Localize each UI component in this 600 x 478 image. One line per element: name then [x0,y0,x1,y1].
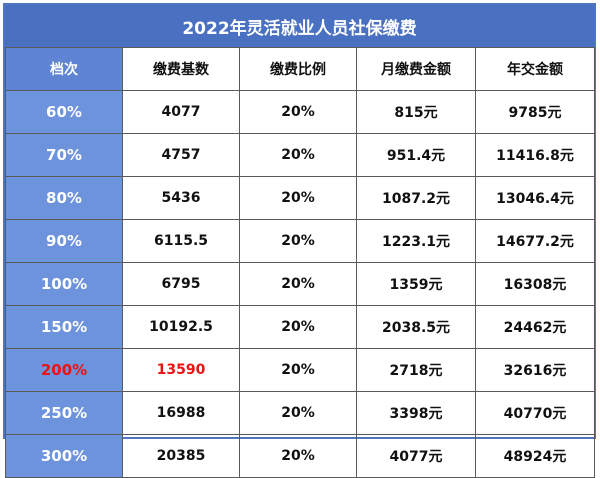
tier-cell: 250% [5,391,123,435]
header-row: 档次 缴费基数 缴费比例 月缴费金额 年交金额 [5,47,595,91]
monthly-cell: 1223.1元 [356,219,476,263]
base-cell: 4757 [122,133,240,177]
monthly-cell: 1087.2元 [356,176,476,220]
base-cell: 10192.5 [122,305,240,349]
table-row: 250% 16988 20% 3398元 40770元 [5,391,595,435]
yearly-cell: 14677.2元 [475,219,595,263]
rate-cell: 20% [239,262,357,306]
tier-cell: 100% [5,262,123,306]
base-cell: 4077 [122,90,240,134]
yearly-cell: 9785元 [475,90,595,134]
tier-cell: 90% [5,219,123,263]
tier-cell: 60% [5,90,123,134]
rate-cell: 20% [239,391,357,435]
base-cell: 6115.5 [122,219,240,263]
yearly-cell: 40770元 [475,391,595,435]
table-row: 80% 5436 20% 1087.2元 13046.4元 [5,176,595,220]
rate-cell: 20% [239,219,357,263]
monthly-cell: 951.4元 [356,133,476,177]
table-row: 90% 6115.5 20% 1223.1元 14677.2元 [5,219,595,263]
header-monthly: 月缴费金额 [356,47,476,91]
base-cell: 6795 [122,262,240,306]
rate-cell: 20% [239,133,357,177]
table-row-highlighted: 200% 13590 20% 2718元 32616元 [5,348,595,392]
monthly-cell: 2718元 [356,348,476,392]
yearly-cell: 11416.8元 [475,133,595,177]
yearly-cell: 13046.4元 [475,176,595,220]
monthly-cell: 3398元 [356,391,476,435]
table-row: 70% 4757 20% 951.4元 11416.8元 [5,133,595,177]
header-yearly: 年交金额 [475,47,595,91]
table-row: 300% 20385 20% 4077元 48924元 [5,434,595,478]
yearly-cell: 48924元 [475,434,595,478]
contribution-table: 档次 缴费基数 缴费比例 月缴费金额 年交金额 60% 4077 20% 815… [5,47,595,478]
tier-cell: 70% [5,133,123,177]
base-cell-highlighted: 13590 [122,348,240,392]
header-tier: 档次 [5,47,123,91]
tier-cell: 300% [5,434,123,478]
table-row: 60% 4077 20% 815元 9785元 [5,90,595,134]
tier-cell: 80% [5,176,123,220]
yearly-cell: 32616元 [475,348,595,392]
table-row: 150% 10192.5 20% 2038.5元 24462元 [5,305,595,349]
base-cell: 16988 [122,391,240,435]
table-row: 100% 6795 20% 1359元 16308元 [5,262,595,306]
tier-cell: 150% [5,305,123,349]
rate-cell: 20% [239,176,357,220]
table-title: 2022年灵活就业人员社保缴费 [5,5,594,47]
header-rate: 缴费比例 [239,47,357,91]
header-base: 缴费基数 [122,47,240,91]
base-cell: 5436 [122,176,240,220]
monthly-cell: 2038.5元 [356,305,476,349]
monthly-cell: 1359元 [356,262,476,306]
yearly-cell: 16308元 [475,262,595,306]
base-cell: 20385 [122,434,240,478]
rate-cell: 20% [239,348,357,392]
rate-cell: 20% [239,90,357,134]
tier-cell-highlighted: 200% [5,348,123,392]
monthly-cell: 4077元 [356,434,476,478]
rate-cell: 20% [239,434,357,478]
rate-cell: 20% [239,305,357,349]
yearly-cell: 24462元 [475,305,595,349]
monthly-cell: 815元 [356,90,476,134]
